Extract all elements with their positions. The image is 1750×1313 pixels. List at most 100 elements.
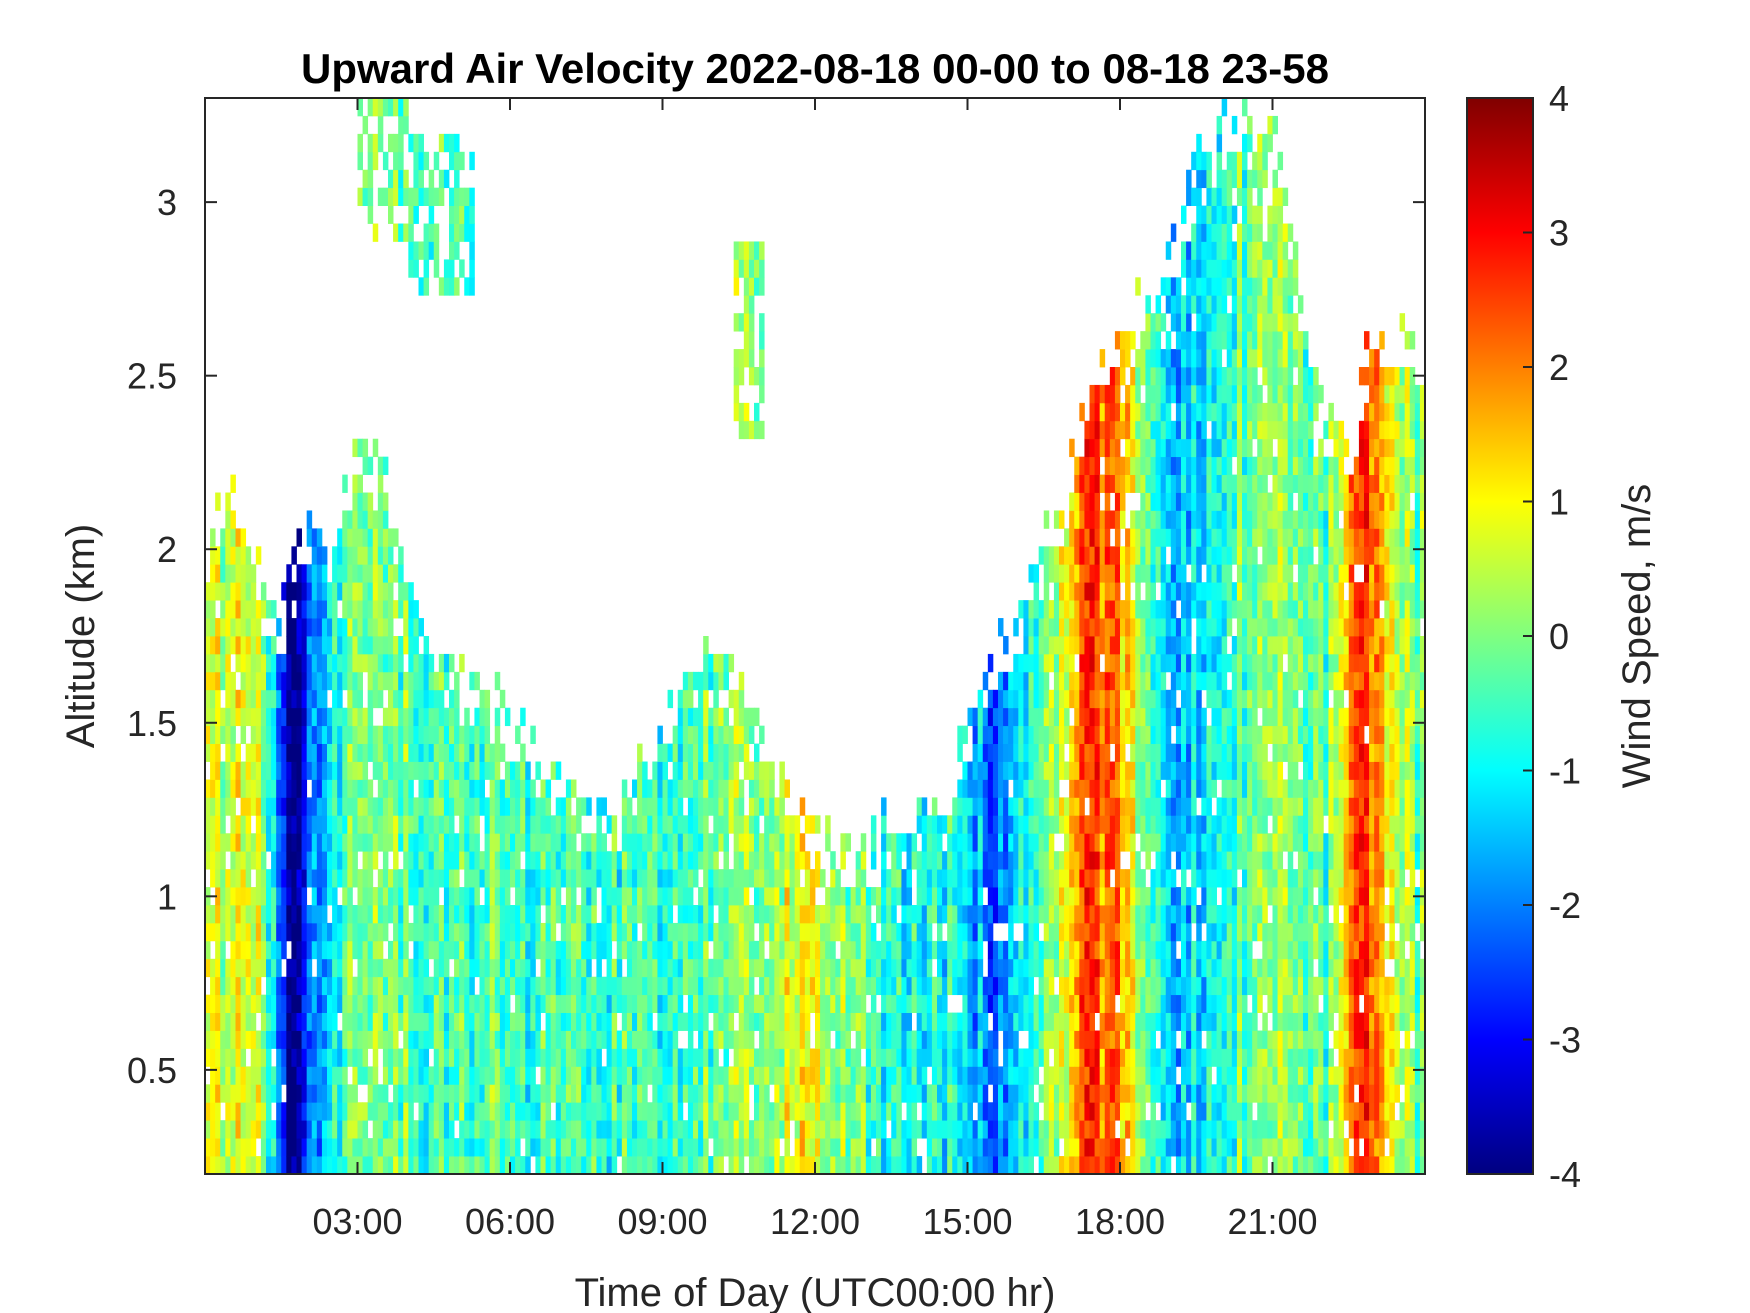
heatmap-cell	[687, 1084, 694, 1103]
heatmap-cell	[428, 833, 435, 852]
heatmap-cell	[652, 761, 658, 780]
heatmap-cell	[779, 1102, 785, 1121]
heatmap-cell	[576, 797, 582, 816]
heatmap-cell	[1109, 564, 1116, 583]
heatmap-cell	[977, 994, 984, 1013]
heatmap-cell	[398, 940, 404, 960]
heatmap-cell	[1018, 1102, 1024, 1121]
heatmap-cell	[489, 1012, 496, 1031]
heatmap-cell	[530, 1120, 536, 1139]
heatmap-cell	[311, 761, 318, 780]
heatmap-cell	[220, 869, 226, 888]
heatmap-cell	[1028, 994, 1034, 1013]
heatmap-cell	[443, 653, 450, 673]
heatmap-cell	[459, 761, 465, 780]
heatmap-cell	[545, 869, 552, 888]
heatmap-cell	[738, 743, 745, 762]
heatmap-cell	[332, 905, 338, 924]
heatmap-cell	[1028, 618, 1034, 637]
heatmap-cell	[1099, 725, 1106, 744]
heatmap-cell	[1064, 1030, 1070, 1049]
heatmap-cell	[1018, 1048, 1024, 1067]
heatmap-cell	[901, 1066, 907, 1085]
heatmap-cell	[632, 869, 638, 888]
heatmap-cell	[210, 528, 216, 547]
heatmap-cell	[459, 1048, 465, 1067]
heatmap-cell	[255, 833, 262, 852]
heatmap-cell	[1008, 940, 1014, 960]
heatmap-cell	[881, 1030, 887, 1049]
heatmap-cell	[743, 1102, 750, 1121]
heatmap-cell	[423, 958, 430, 978]
heatmap-cell	[1120, 779, 1126, 798]
heatmap-cell	[1018, 743, 1024, 762]
heatmap-cell	[372, 653, 379, 673]
heatmap-cell	[347, 618, 353, 637]
heatmap-cell	[998, 958, 1004, 978]
heatmap-cell	[682, 869, 689, 888]
heatmap-cell	[947, 905, 953, 924]
heatmap-cell	[515, 1012, 521, 1031]
heatmap-cell	[525, 851, 531, 870]
heatmap-cell	[342, 582, 348, 601]
heatmap-cell	[1120, 976, 1126, 996]
heatmap-cell	[235, 994, 241, 1013]
heatmap-cell	[657, 994, 663, 1013]
heatmap-cell	[1038, 1012, 1045, 1031]
heatmap-cell	[769, 1102, 775, 1121]
heatmap-cell	[215, 1156, 221, 1174]
heatmap-cell	[992, 833, 999, 852]
heatmap-cell	[962, 1156, 968, 1174]
heatmap-cell	[550, 887, 557, 906]
heatmap-cell	[296, 1048, 302, 1067]
heatmap-cell	[494, 922, 501, 942]
heatmap-cell	[784, 1156, 790, 1174]
heatmap-cell	[952, 1012, 958, 1031]
heatmap-cell	[225, 546, 231, 565]
heatmap-cell	[443, 671, 450, 691]
heatmap-cell	[942, 1084, 948, 1103]
heatmap-cell	[296, 582, 302, 601]
heatmap-cell	[530, 1084, 536, 1103]
heatmap-cell	[616, 1138, 623, 1157]
heatmap-cell	[779, 779, 785, 798]
heatmap-cell	[1043, 940, 1050, 960]
heatmap-cell	[372, 994, 379, 1013]
heatmap-cell	[469, 905, 475, 924]
heatmap-cell	[962, 869, 968, 888]
heatmap-cell	[1089, 546, 1095, 565]
heatmap-cell	[891, 1066, 897, 1085]
heatmap-cell	[362, 510, 369, 529]
heatmap-cell	[230, 689, 236, 709]
heatmap-cell	[1069, 725, 1075, 744]
heatmap-cell	[388, 133, 394, 153]
heatmap-cell	[581, 958, 587, 978]
heatmap-cell	[260, 1066, 267, 1085]
heatmap-cell	[926, 905, 933, 924]
heatmap-cell	[367, 815, 374, 834]
heatmap-cell	[911, 1048, 918, 1067]
heatmap-cell	[1074, 1120, 1080, 1139]
heatmap-cell	[230, 1048, 236, 1067]
heatmap-cell	[423, 671, 430, 691]
heatmap-cell	[992, 1066, 999, 1085]
heatmap-cell	[865, 940, 872, 960]
heatmap-cell	[1120, 1030, 1126, 1049]
heatmap-cell	[413, 761, 419, 780]
heatmap-cell	[433, 1048, 440, 1067]
heatmap-cell	[1048, 994, 1055, 1013]
heatmap-cell	[743, 815, 750, 834]
heatmap-cell	[433, 1102, 440, 1121]
heatmap-cell	[464, 833, 470, 852]
heatmap-cell	[433, 815, 440, 834]
heatmap-cell	[215, 958, 221, 978]
heatmap-cell	[245, 1012, 252, 1031]
heatmap-cell	[469, 797, 475, 816]
heatmap-cell	[342, 994, 348, 1013]
heatmap-cell	[210, 779, 216, 798]
heatmap-cell	[1089, 636, 1095, 655]
heatmap-cell	[576, 940, 582, 960]
heatmap-cell	[535, 1012, 541, 1031]
heatmap-cell	[291, 653, 297, 673]
heatmap-cell	[205, 779, 211, 798]
